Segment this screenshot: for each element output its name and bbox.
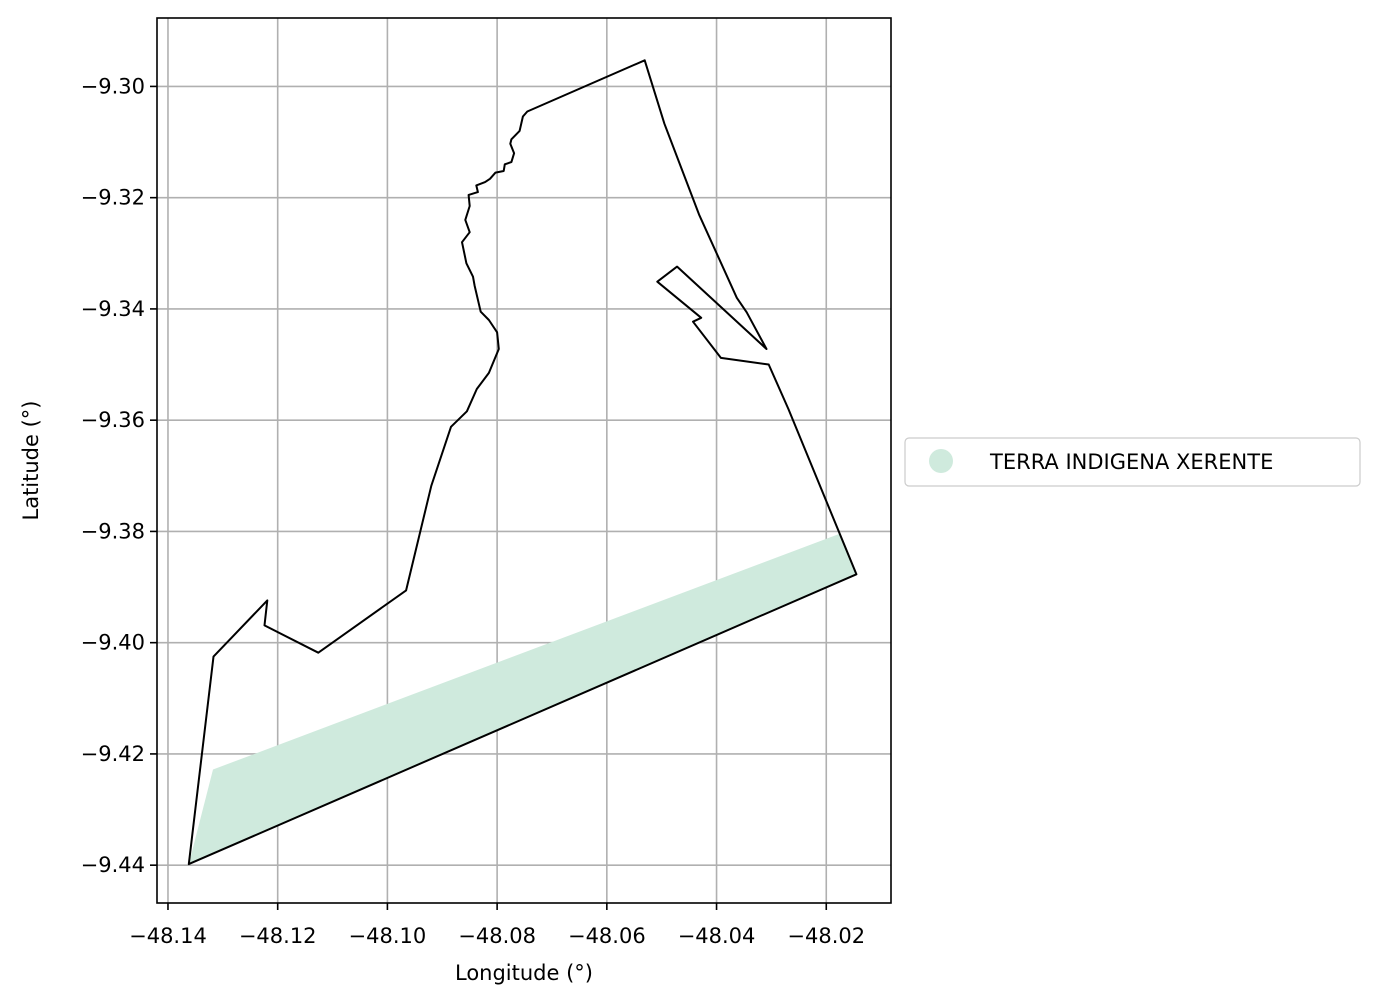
y-tick-label: −9.34 <box>81 297 145 321</box>
x-tick-label: −48.10 <box>349 924 427 948</box>
x-tick-label: −48.04 <box>678 924 756 948</box>
grid <box>157 18 891 903</box>
x-tick-label: −48.06 <box>568 924 646 948</box>
y-tick-label: −9.40 <box>81 631 145 655</box>
legend-box <box>904 437 1361 487</box>
x-axis-label: Longitude (°) <box>455 961 593 985</box>
x-tick-label: −48.12 <box>239 924 317 948</box>
terra-indigena-xerente-area <box>188 533 857 865</box>
boundary-outline <box>187 59 858 866</box>
x-tick-label: −48.02 <box>787 924 865 948</box>
y-tick-label: −9.36 <box>81 408 145 432</box>
legend: TERRA INDIGENA XERENTE <box>904 437 1361 487</box>
axes-frame <box>156 17 892 904</box>
x-axis: −48.14 −48.12 −48.10 −48.08 −48.06 −48.04 −48.… <box>129 903 865 948</box>
y-tick-label: −9.44 <box>81 853 145 877</box>
y-axis-label: Latitude (°) <box>19 401 43 521</box>
legend-marker-terra-indigena-xerente <box>929 449 953 473</box>
y-axis: −9.30 −9.32 −9.34 −9.36 −9.38 −9.40 −9.42 −9.44 <box>81 74 157 877</box>
x-tick-label: −48.08 <box>458 924 536 948</box>
polygon-layer <box>187 59 858 866</box>
y-tick-label: −9.38 <box>81 519 145 543</box>
x-tick-label: −48.14 <box>129 924 207 948</box>
y-tick-label: −9.30 <box>81 74 145 98</box>
y-tick-label: −9.32 <box>81 186 145 210</box>
legend-label-terra-indigena-xerente: TERRA INDIGENA XERENTE <box>989 450 1273 474</box>
y-tick-label: −9.42 <box>81 742 145 766</box>
